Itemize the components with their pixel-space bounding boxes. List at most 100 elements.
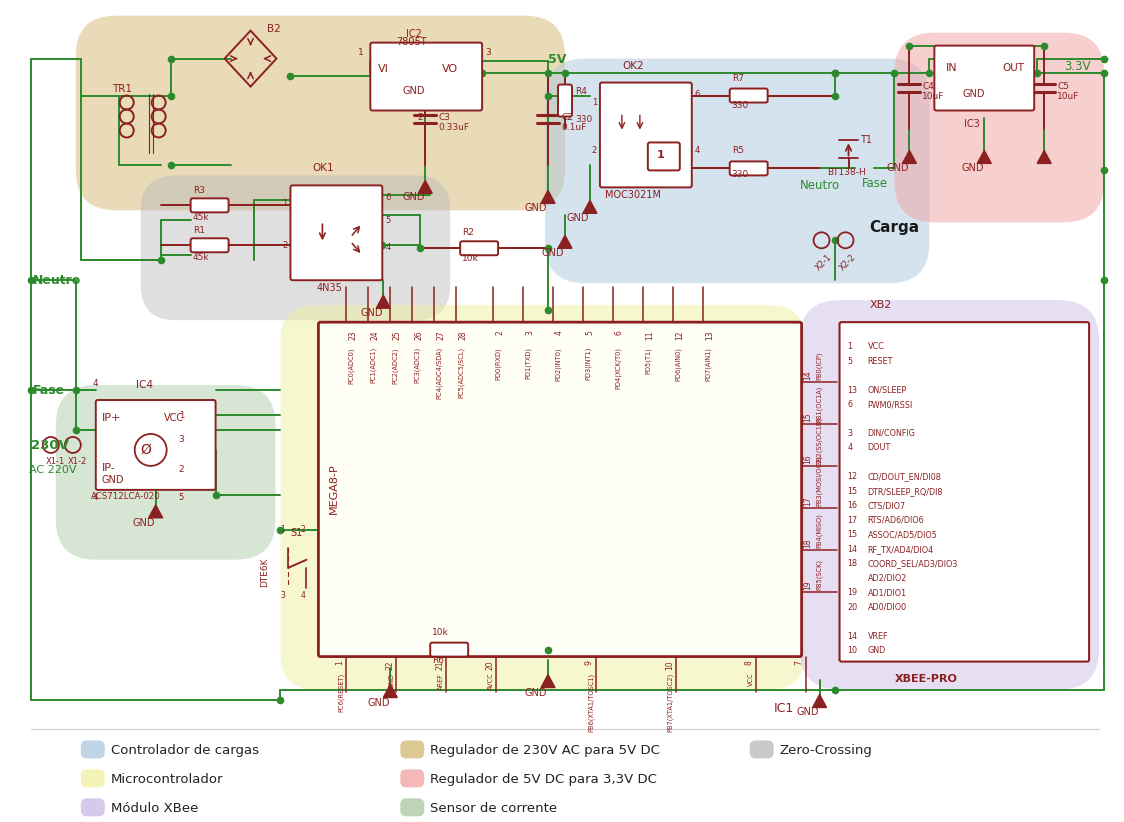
Text: R7: R7 — [732, 73, 744, 82]
Text: 15: 15 — [804, 413, 813, 422]
Text: GND: GND — [133, 518, 155, 528]
Text: GND: GND — [368, 698, 390, 708]
Text: ACS712LCA-020: ACS712LCA-020 — [91, 492, 161, 501]
FancyBboxPatch shape — [281, 305, 805, 690]
Polygon shape — [418, 180, 433, 193]
Text: 14: 14 — [847, 631, 858, 640]
Text: PD7(AIN1): PD7(AIN1) — [705, 347, 711, 381]
Text: 3: 3 — [281, 591, 285, 600]
Text: PD0(RXD): PD0(RXD) — [495, 347, 501, 380]
Text: Fase: Fase — [861, 177, 888, 190]
Text: BT138-H: BT138-H — [827, 169, 867, 178]
Text: MOC3021M: MOC3021M — [605, 191, 661, 201]
Text: PD4(XCK/T0): PD4(XCK/T0) — [615, 347, 622, 389]
Text: 19: 19 — [847, 589, 858, 598]
FancyBboxPatch shape — [545, 58, 930, 284]
Text: GND: GND — [886, 164, 908, 173]
Text: X1-1: X1-1 — [46, 457, 65, 466]
Text: Carga: Carga — [870, 219, 919, 235]
Text: OK1: OK1 — [312, 164, 334, 173]
FancyBboxPatch shape — [191, 238, 228, 252]
Text: XBEE-PRO: XBEE-PRO — [895, 673, 958, 684]
Text: XB2: XB2 — [870, 300, 891, 310]
FancyBboxPatch shape — [81, 769, 105, 787]
Text: PB4(MISO): PB4(MISO) — [816, 513, 822, 547]
Text: VCC: VCC — [747, 672, 754, 686]
Text: 15: 15 — [847, 487, 858, 496]
Text: 28: 28 — [459, 330, 468, 339]
Text: 22: 22 — [386, 661, 395, 670]
Text: PC6(RESET): PC6(RESET) — [338, 672, 344, 712]
Text: GND: GND — [102, 475, 125, 485]
Text: 2: 2 — [495, 330, 504, 335]
Text: T1: T1 — [861, 136, 872, 145]
Text: 5: 5 — [847, 357, 853, 366]
Text: 13: 13 — [705, 330, 714, 339]
FancyBboxPatch shape — [600, 82, 691, 187]
Text: 25: 25 — [392, 330, 401, 339]
Text: PD1(TXD): PD1(TXD) — [525, 347, 532, 379]
Text: MEGA8-P: MEGA8-P — [328, 464, 338, 515]
Text: 330: 330 — [732, 170, 749, 179]
Text: 23: 23 — [348, 330, 357, 339]
FancyBboxPatch shape — [460, 242, 498, 256]
Text: 330: 330 — [732, 100, 749, 109]
Text: 1: 1 — [847, 342, 852, 351]
Text: Módulo XBee: Módulo XBee — [111, 801, 198, 815]
Text: AD1/DIO1: AD1/DIO1 — [868, 589, 907, 598]
Text: C4: C4 — [923, 82, 934, 91]
FancyBboxPatch shape — [400, 798, 424, 816]
Text: PWM0/RSSI: PWM0/RSSI — [868, 400, 913, 409]
Text: 20: 20 — [847, 603, 858, 612]
Polygon shape — [383, 685, 397, 698]
Text: 5: 5 — [179, 493, 184, 502]
FancyBboxPatch shape — [799, 300, 1099, 690]
FancyBboxPatch shape — [75, 16, 565, 210]
Text: 10: 10 — [664, 661, 673, 670]
Text: PD6(AIN0): PD6(AIN0) — [674, 347, 681, 381]
Text: 1: 1 — [179, 412, 184, 421]
Text: 10k: 10k — [462, 254, 479, 263]
Text: GND: GND — [542, 248, 564, 258]
Polygon shape — [813, 695, 826, 708]
FancyBboxPatch shape — [81, 798, 105, 816]
Polygon shape — [1037, 150, 1051, 164]
Text: C5: C5 — [1058, 82, 1069, 91]
Text: GND: GND — [525, 687, 547, 698]
FancyBboxPatch shape — [81, 741, 105, 759]
Text: PD5(T1): PD5(T1) — [645, 347, 652, 374]
Text: GND: GND — [796, 708, 819, 718]
Text: 5: 5 — [386, 216, 390, 225]
Text: 19: 19 — [804, 580, 813, 589]
FancyBboxPatch shape — [290, 186, 382, 280]
Text: PD2(INT0): PD2(INT0) — [555, 347, 562, 381]
Text: GND: GND — [402, 192, 425, 202]
Text: VI: VI — [379, 63, 389, 74]
Text: B2: B2 — [266, 24, 280, 34]
Text: 12: 12 — [674, 330, 683, 339]
Text: 11: 11 — [645, 330, 654, 339]
FancyBboxPatch shape — [934, 45, 1034, 110]
Text: 5: 5 — [584, 330, 593, 335]
Text: IC2: IC2 — [406, 29, 423, 39]
Text: 6: 6 — [847, 400, 852, 409]
Text: Sensor de corrente: Sensor de corrente — [430, 801, 558, 815]
Text: PC4(ADC4/SDA): PC4(ADC4/SDA) — [436, 347, 443, 399]
Text: GND: GND — [962, 89, 985, 99]
Text: 18: 18 — [847, 559, 858, 568]
Text: 10uF: 10uF — [923, 92, 945, 101]
Text: 45k: 45k — [192, 253, 209, 262]
Text: X1-2: X1-2 — [67, 457, 87, 466]
FancyBboxPatch shape — [56, 385, 275, 560]
Polygon shape — [377, 295, 390, 308]
Text: 9: 9 — [584, 661, 593, 666]
Text: 4: 4 — [300, 591, 306, 600]
Text: AD0/DIO0: AD0/DIO0 — [868, 603, 907, 612]
FancyBboxPatch shape — [96, 400, 216, 490]
Text: 4: 4 — [93, 493, 98, 502]
Text: ON/SLEEP: ON/SLEEP — [868, 386, 907, 395]
Text: DIN/CONFIG: DIN/CONFIG — [868, 429, 915, 438]
Polygon shape — [541, 191, 555, 203]
Text: 0.33uF: 0.33uF — [438, 123, 469, 132]
Text: 8: 8 — [745, 661, 754, 665]
